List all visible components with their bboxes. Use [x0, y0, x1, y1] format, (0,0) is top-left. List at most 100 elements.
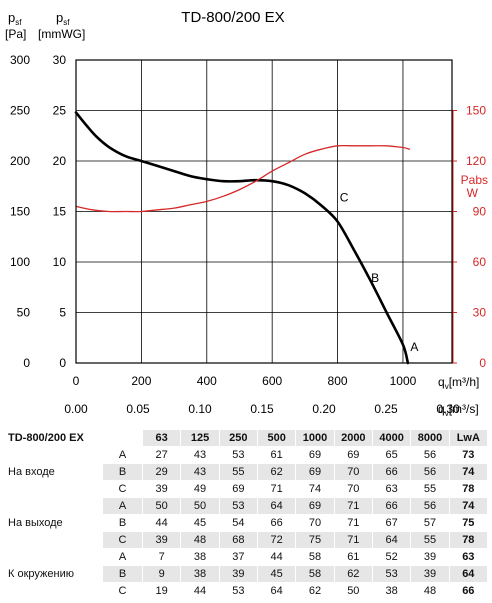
plot-frame — [75, 59, 453, 364]
table-row: На входе A 27 43 53 61 69 69 65 56 73 — [4, 446, 489, 498]
x-top-axis-label: qv[m³/h] — [438, 375, 479, 391]
table-cell-lwa: 64 — [448, 565, 489, 583]
x-top-tick-label: 800 — [328, 374, 348, 388]
y-left-outer-tick-label: 0 — [23, 356, 30, 370]
table-cell: 64 — [256, 582, 297, 600]
table-cell: 71 — [256, 480, 297, 498]
x-bottom-tick-label: 0.10 — [188, 402, 212, 416]
table-cell: 70 — [295, 514, 335, 532]
table-cell: 66 — [256, 514, 297, 532]
table-cell: 61 — [256, 446, 297, 464]
table-cell: 54 — [218, 514, 259, 532]
table-row: C 39 49 69 71 74 70 63 55 78 — [5, 480, 489, 498]
table-row-label: C — [101, 582, 144, 600]
y-right-tick-label: 150 — [466, 104, 486, 118]
y-right-tick-label: 30 — [473, 306, 487, 320]
table-cell: 39 — [218, 565, 259, 583]
table-cell: 55 — [410, 480, 450, 498]
table-cell: 65 — [371, 446, 412, 464]
table-cell: 48 — [180, 531, 220, 549]
x-top-tick-label: 400 — [197, 374, 217, 388]
x-bottom-tick-label: 0.00 — [64, 402, 88, 416]
table-cell: 52 — [371, 548, 412, 566]
table-cell: 69 — [218, 480, 259, 498]
table-cell-lwa: 78 — [448, 480, 489, 498]
table-row: На выходе A 50 50 53 64 69 71 66 56 74 — [4, 497, 489, 549]
x-bottom-tick-label: 0.30 — [436, 402, 460, 416]
table-cell: 62 — [256, 463, 297, 481]
table-cell: 62 — [333, 565, 373, 583]
table-cell: 56 — [410, 497, 450, 515]
table-header-cell: 125 — [180, 429, 220, 447]
table-cell-lwa: 78 — [448, 531, 489, 549]
performance-chart: TD-800/200 EX psf [Pa] psf [mmWG] Pabs W… — [5, 9, 488, 418]
table-row: B 44 45 54 66 70 71 67 57 75 — [5, 514, 489, 532]
table-cell: 68 — [218, 531, 259, 549]
x-bottom-tick-label: 0.05 — [126, 402, 150, 416]
table-cell: 63 — [371, 480, 412, 498]
table-header-cell: LwA — [448, 429, 489, 447]
y-left-inner-header: psf — [56, 10, 70, 27]
y-right-tick-label: 120 — [466, 154, 486, 168]
y-left-outer-unit: [Pa] — [5, 27, 26, 41]
table-cell: 64 — [256, 497, 297, 515]
table-cell: 53 — [218, 582, 259, 600]
table-cell: 39 — [142, 480, 182, 498]
table-cell: 50 — [142, 497, 182, 515]
table-row-label: C — [101, 480, 144, 498]
table-cell-lwa: 63 — [448, 548, 489, 566]
power-curve — [75, 144, 411, 213]
table-cell: 44 — [256, 548, 297, 566]
table-cell: 38 — [371, 582, 412, 600]
table-model: TD-800/200 EX — [3, 429, 144, 447]
x-top-tick-label: 0 — [73, 374, 80, 388]
table-cell: 69 — [295, 446, 335, 464]
table-cell: 67 — [371, 514, 412, 532]
annotations: C B A — [340, 190, 419, 353]
y-left-inner-tick-label: 25 — [53, 104, 67, 118]
table-cell: 39 — [142, 531, 182, 549]
y-left-inner-tick-label: 5 — [59, 306, 66, 320]
y-left-outer-tick-label: 250 — [10, 104, 30, 118]
x-bottom-tick-label: 0.15 — [250, 402, 274, 416]
table-cell: 56 — [410, 463, 450, 481]
table-group-label: На входе — [4, 446, 103, 498]
table-cell: 19 — [142, 582, 182, 600]
table-cell: 56 — [410, 446, 450, 464]
table-cell: 53 — [218, 446, 259, 464]
table-cell: 71 — [333, 514, 373, 532]
table-cell: 69 — [333, 446, 373, 464]
table-cell: 9 — [142, 565, 182, 583]
x-bottom-axis-label: qv[m³/s] — [438, 402, 479, 418]
y-left-inner-tick-label: 0 — [59, 356, 66, 370]
table-cell: 29 — [142, 463, 182, 481]
table-row-label: B — [101, 463, 144, 481]
table-cell: 55 — [218, 463, 259, 481]
table-row: B 29 43 55 62 69 70 66 56 74 — [5, 463, 489, 481]
table-cell: 50 — [333, 582, 373, 600]
table-header-cell: 500 — [256, 429, 297, 447]
table-cell: 38 — [180, 548, 220, 566]
table-cell: 66 — [371, 463, 412, 481]
table-cell: 58 — [295, 548, 335, 566]
y-right-tick-label: 60 — [473, 255, 487, 269]
table-cell: 49 — [180, 480, 220, 498]
table-header-cell: 250 — [218, 429, 259, 447]
x-top-tick-label: 200 — [131, 374, 151, 388]
table-row-label: A — [101, 548, 144, 566]
chart-title: TD-800/200 EX — [181, 9, 284, 26]
table-row: К окружению A 7 38 37 44 58 61 52 39 63 — [4, 548, 489, 600]
x-bottom-tick-label: 0.25 — [374, 402, 398, 416]
point-label-a: A — [410, 340, 418, 354]
table-cell: 45 — [256, 565, 297, 583]
y-right-unit: W — [467, 186, 479, 200]
y-left-inner-tick-label: 20 — [53, 154, 67, 168]
table-cell: 69 — [295, 497, 335, 515]
y-right-tick-label: 0 — [479, 356, 486, 370]
table-cell: 45 — [180, 514, 220, 532]
table-cell: 38 — [180, 565, 220, 583]
table-cell: 7 — [142, 548, 182, 566]
table-cell: 72 — [256, 531, 297, 549]
table-cell: 58 — [295, 565, 335, 583]
table-cell: 62 — [295, 582, 335, 600]
